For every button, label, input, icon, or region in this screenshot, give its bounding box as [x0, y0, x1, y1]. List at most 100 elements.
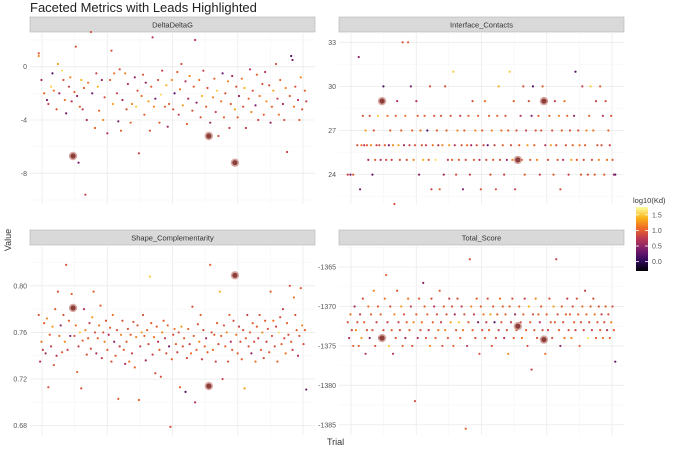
- data-point: [567, 329, 570, 332]
- data-point: [236, 352, 239, 355]
- data-point: [394, 114, 397, 117]
- data-point: [265, 100, 268, 103]
- data-point: [124, 362, 127, 365]
- data-point: [530, 114, 533, 117]
- data-point: [361, 114, 364, 117]
- data-point: [607, 129, 610, 132]
- data-point: [103, 96, 106, 99]
- data-point: [167, 345, 171, 348]
- data-point: [465, 144, 469, 147]
- data-point: [87, 81, 90, 84]
- data-point: [269, 121, 272, 124]
- data-point: [247, 345, 250, 348]
- data-point: [594, 99, 598, 103]
- data-point: [427, 158, 430, 161]
- data-point: [274, 325, 278, 328]
- data-point: [450, 305, 454, 308]
- data-point: [285, 321, 289, 325]
- data-point: [405, 321, 408, 324]
- data-point: [538, 173, 541, 176]
- data-point: [486, 144, 489, 147]
- y-tick-label: 0.68: [13, 423, 27, 430]
- data-point: [408, 144, 411, 147]
- data-point: [485, 158, 488, 161]
- data-point: [541, 329, 544, 332]
- data-point: [476, 114, 480, 117]
- data-point: [605, 158, 609, 161]
- data-point: [417, 297, 421, 300]
- data-point: [185, 356, 189, 360]
- data-point: [156, 340, 160, 343]
- data-point: [117, 120, 120, 123]
- data-point: [303, 328, 306, 332]
- data-point: [415, 313, 418, 316]
- data-point: [511, 297, 514, 300]
- data-point: [571, 305, 574, 308]
- data-point: [84, 193, 87, 196]
- data-point: [385, 273, 388, 277]
- data-point: [553, 99, 556, 103]
- data-point: [154, 372, 157, 375]
- data-point: [161, 69, 164, 72]
- data-point: [389, 305, 392, 308]
- data-point: [161, 331, 164, 334]
- data-point: [214, 110, 217, 114]
- data-point: [187, 327, 190, 331]
- data-point: [148, 275, 151, 278]
- data-point: [378, 144, 381, 147]
- data-point: [524, 329, 528, 332]
- data-point: [192, 85, 195, 88]
- data-point: [478, 158, 481, 161]
- data-point: [95, 72, 98, 75]
- data-point: [152, 335, 156, 339]
- data-point: [346, 321, 349, 324]
- lead-point: [515, 323, 521, 329]
- data-point: [100, 356, 103, 360]
- data-point: [474, 129, 477, 132]
- data-point: [119, 129, 123, 132]
- data-point: [612, 329, 615, 332]
- data-point: [500, 129, 503, 132]
- data-point: [264, 70, 267, 74]
- data-point: [55, 354, 58, 357]
- data-point: [281, 102, 285, 106]
- data-point: [468, 258, 471, 261]
- data-point: [45, 98, 49, 102]
- data-point: [571, 144, 574, 147]
- data-point: [281, 308, 285, 311]
- data-point: [159, 93, 162, 96]
- data-point: [353, 305, 356, 308]
- data-point: [610, 321, 613, 324]
- data-point: [428, 85, 432, 88]
- data-point: [497, 329, 500, 332]
- data-point: [507, 352, 510, 355]
- data-point: [233, 108, 237, 111]
- data-point: [215, 89, 219, 92]
- data-point: [583, 289, 587, 292]
- data-point: [166, 324, 169, 327]
- data-point: [478, 352, 481, 355]
- data-point: [492, 305, 495, 308]
- data-point: [529, 321, 532, 324]
- data-point: [114, 354, 117, 357]
- data-point: [125, 340, 128, 343]
- data-point: [240, 77, 243, 80]
- data-point: [222, 324, 226, 327]
- data-point: [476, 321, 480, 324]
- data-point: [570, 336, 573, 340]
- data-point: [117, 397, 120, 400]
- data-point: [475, 297, 478, 300]
- data-point: [354, 329, 358, 332]
- data-point: [80, 78, 83, 82]
- data-point: [365, 144, 369, 147]
- data-point: [77, 345, 80, 348]
- data-point: [464, 158, 467, 161]
- data-point: [269, 290, 272, 293]
- data-point: [424, 336, 428, 340]
- data-point: [200, 94, 204, 98]
- data-point: [290, 340, 293, 343]
- data-point: [470, 144, 473, 147]
- y-tick-label: 0: [23, 64, 27, 71]
- data-point: [141, 73, 145, 76]
- data-point: [534, 297, 537, 300]
